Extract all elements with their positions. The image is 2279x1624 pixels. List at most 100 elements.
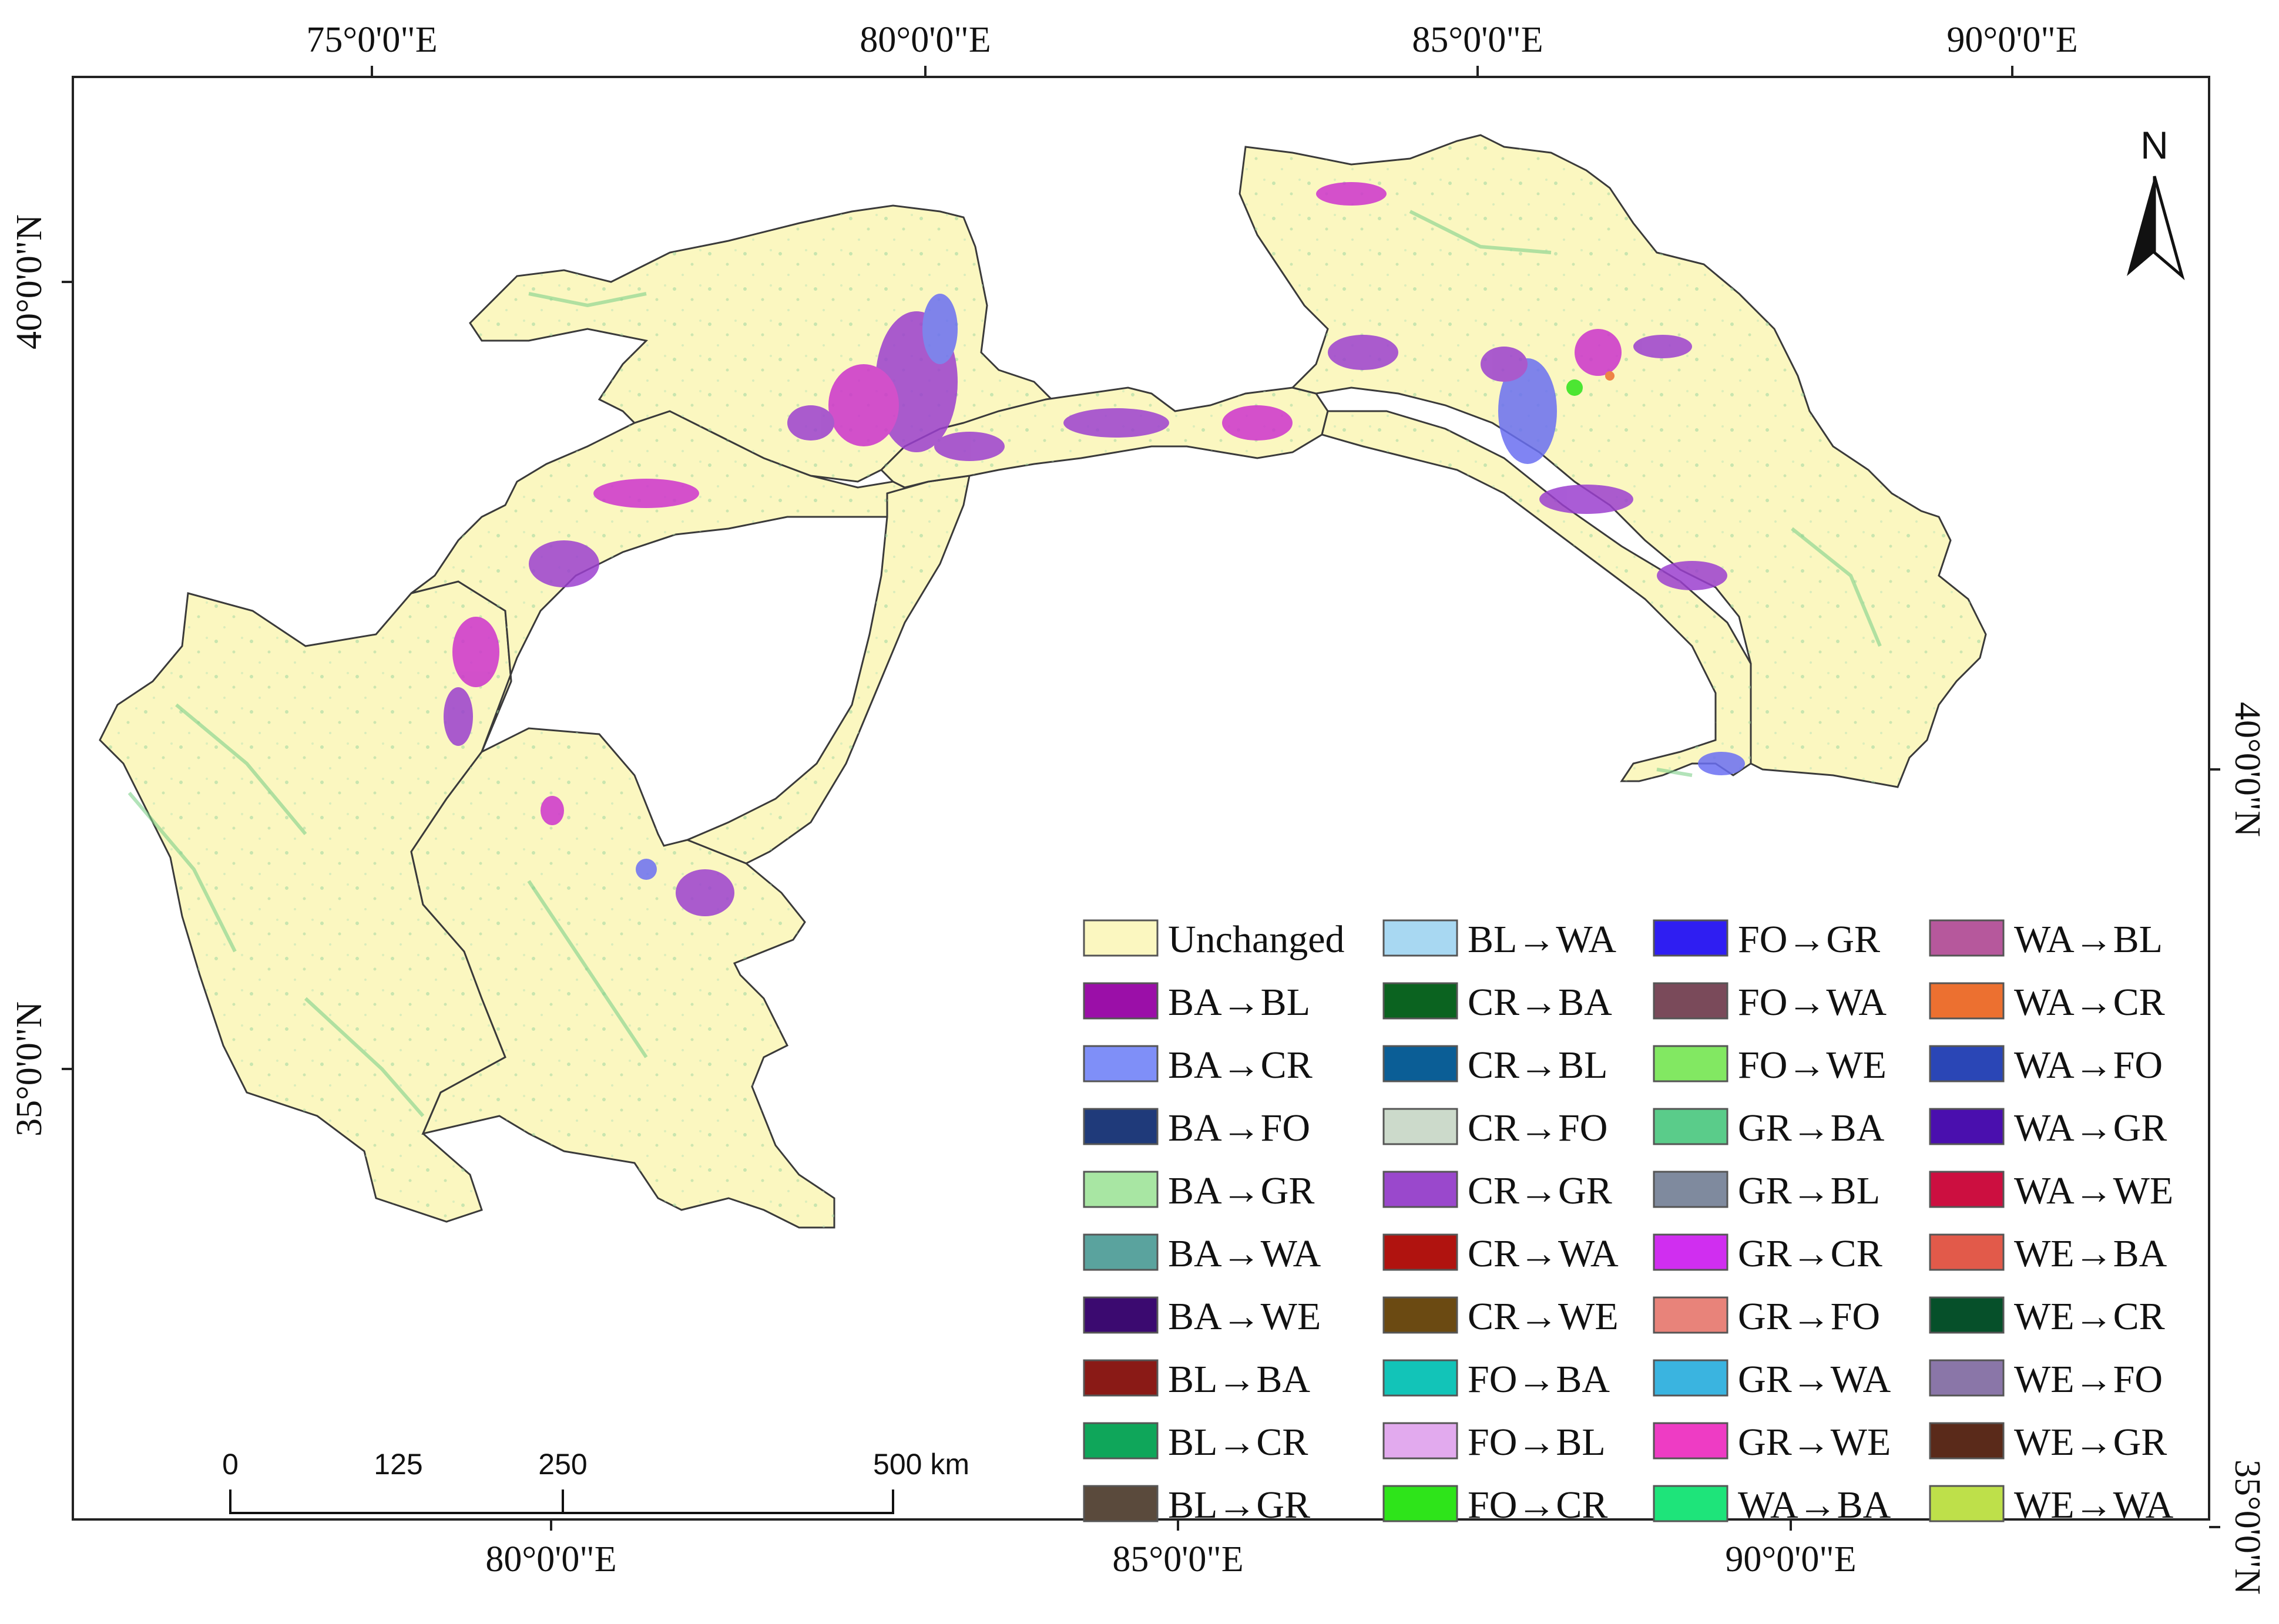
region-east-fill [1240,135,1986,787]
change-patch [934,432,1005,461]
top-lon-label: 75°0'0"E [306,20,437,60]
legend-label: WA→BA [1738,1484,1891,1527]
change-patch [1657,561,1727,590]
right-lat-label: 35°0'0"N [2227,1460,2267,1595]
scale-bar: 0 125 250 500 km [222,1448,969,1514]
legend-label: CR→WE [1468,1295,1619,1338]
north-label: N [2140,123,2169,167]
legend-swatch [1653,1108,1728,1145]
left-lat-label: 40°0'0"N [9,214,49,349]
legend-swatch [1382,1233,1458,1271]
left-lat-label: 35°0'0"N [9,1001,49,1137]
change-patch [1222,405,1293,441]
legend-swatch [1382,1359,1458,1397]
legend-label: FO→WA [1738,981,1887,1024]
change-patch [593,479,699,508]
legend-label: GR→WE [1738,1421,1891,1464]
legend-label: CR→GR [1468,1169,1612,1212]
change-patch [1539,485,1633,514]
bottom-lon-label: 90°0'0"E [1725,1539,1856,1579]
green-streak [127,792,237,953]
region-south-central-fill [411,728,834,1228]
green-streak [1409,210,1552,254]
legend-swatch [1653,1296,1728,1334]
green-streak [304,997,425,1117]
legend-swatch [1929,1485,2005,1522]
legend-swatch [1929,1422,2005,1460]
legend-swatch [1653,1171,1728,1208]
region-corridor-fill [881,388,1328,487]
legend-swatch [1083,1045,1159,1082]
change-patch [828,364,899,446]
legend-label: WE→BA [2014,1232,2167,1275]
change-patch [444,687,473,746]
region-west-arc-fill [411,411,905,752]
change-patch [676,869,734,916]
legend-label: GR→WA [1738,1358,1891,1401]
legend-label: WA→GR [2014,1107,2167,1149]
change-patch [1698,752,1745,775]
legend-swatch [1382,919,1458,957]
legend-label: BA→BL [1168,981,1310,1024]
change-patch [1481,347,1528,382]
legend-label: WE→FO [2014,1358,2163,1401]
legend-swatch [1653,919,1728,957]
legend-label: CR→FO [1468,1107,1607,1149]
green-streak [528,292,647,308]
legend-swatch [1083,1108,1159,1145]
legend-swatch [1382,1422,1458,1460]
region-inner-arc-fill [687,476,969,863]
north-arrow-icon [2153,176,2185,281]
legend-label: BL→CR [1168,1421,1308,1464]
legend-label: CR→WA [1468,1232,1619,1275]
legend-label: WA→BL [2014,918,2163,961]
left-latitude-axis: 40°0'0"N 35°0'0"N [9,214,73,1137]
map-body [99,134,1987,1229]
change-patch [787,405,834,441]
legend-label: GR→BL [1738,1169,1880,1212]
legend-swatch [1929,1171,2005,1208]
legend-swatch [1929,1108,2005,1145]
legend-label: WA→WE [2014,1169,2173,1212]
legend-swatch [1929,1359,2005,1397]
green-streak [1791,527,1882,647]
top-lon-label: 85°0'0"E [1412,20,1543,60]
legend-label: FO→WE [1738,1044,1887,1087]
legend-swatch [1929,1233,2005,1271]
legend-label: BA→GR [1168,1169,1314,1212]
legend-label: WE→WA [2014,1484,2174,1527]
legend-label: WA→FO [2014,1044,2163,1087]
change-patch [1328,335,1398,370]
change-patch [1498,358,1557,464]
legend-label: FO→BL [1468,1421,1606,1464]
scale-label: 500 km [873,1448,969,1481]
legend-label: GR→FO [1738,1295,1880,1338]
change-patch [922,294,958,364]
legend-swatch [1382,1108,1458,1145]
right-lat-label: 40°0'0"N [2227,702,2267,837]
scale-label: 125 [374,1448,422,1481]
legend-label: BA→WE [1168,1295,1321,1338]
legend-swatch [1653,1485,1728,1522]
legend-swatch [1083,982,1159,1020]
bottom-lon-label: 80°0'0"E [485,1539,616,1579]
legend-swatch [1653,1359,1728,1397]
top-longitude-axis: 75°0'0"E 80°0'0"E 85°0'0"E 90°0'0"E [306,20,2078,77]
legend-label: FO→GR [1738,918,1880,961]
top-lon-label: 90°0'0"E [1946,20,2077,60]
change-patch [1605,371,1615,381]
legend-label: GR→CR [1738,1232,1882,1275]
legend-swatch [1929,1045,2005,1082]
legend-label: CR→BL [1468,1044,1607,1087]
change-patches [444,182,1745,916]
legend: Unchanged BA→BL BA→CR BA→FO BA→GR BA→WA BA→WE B… [1083,918,2174,1527]
change-patch [1316,182,1387,206]
top-lon-label: 80°0'0"E [860,20,991,60]
legend-swatch [1083,1485,1159,1522]
legend-swatch [1382,1485,1458,1522]
legend-label: WE→CR [2014,1295,2165,1338]
legend-swatch [1653,1422,1728,1460]
change-patch [529,540,599,587]
legend-swatch [1653,982,1728,1020]
